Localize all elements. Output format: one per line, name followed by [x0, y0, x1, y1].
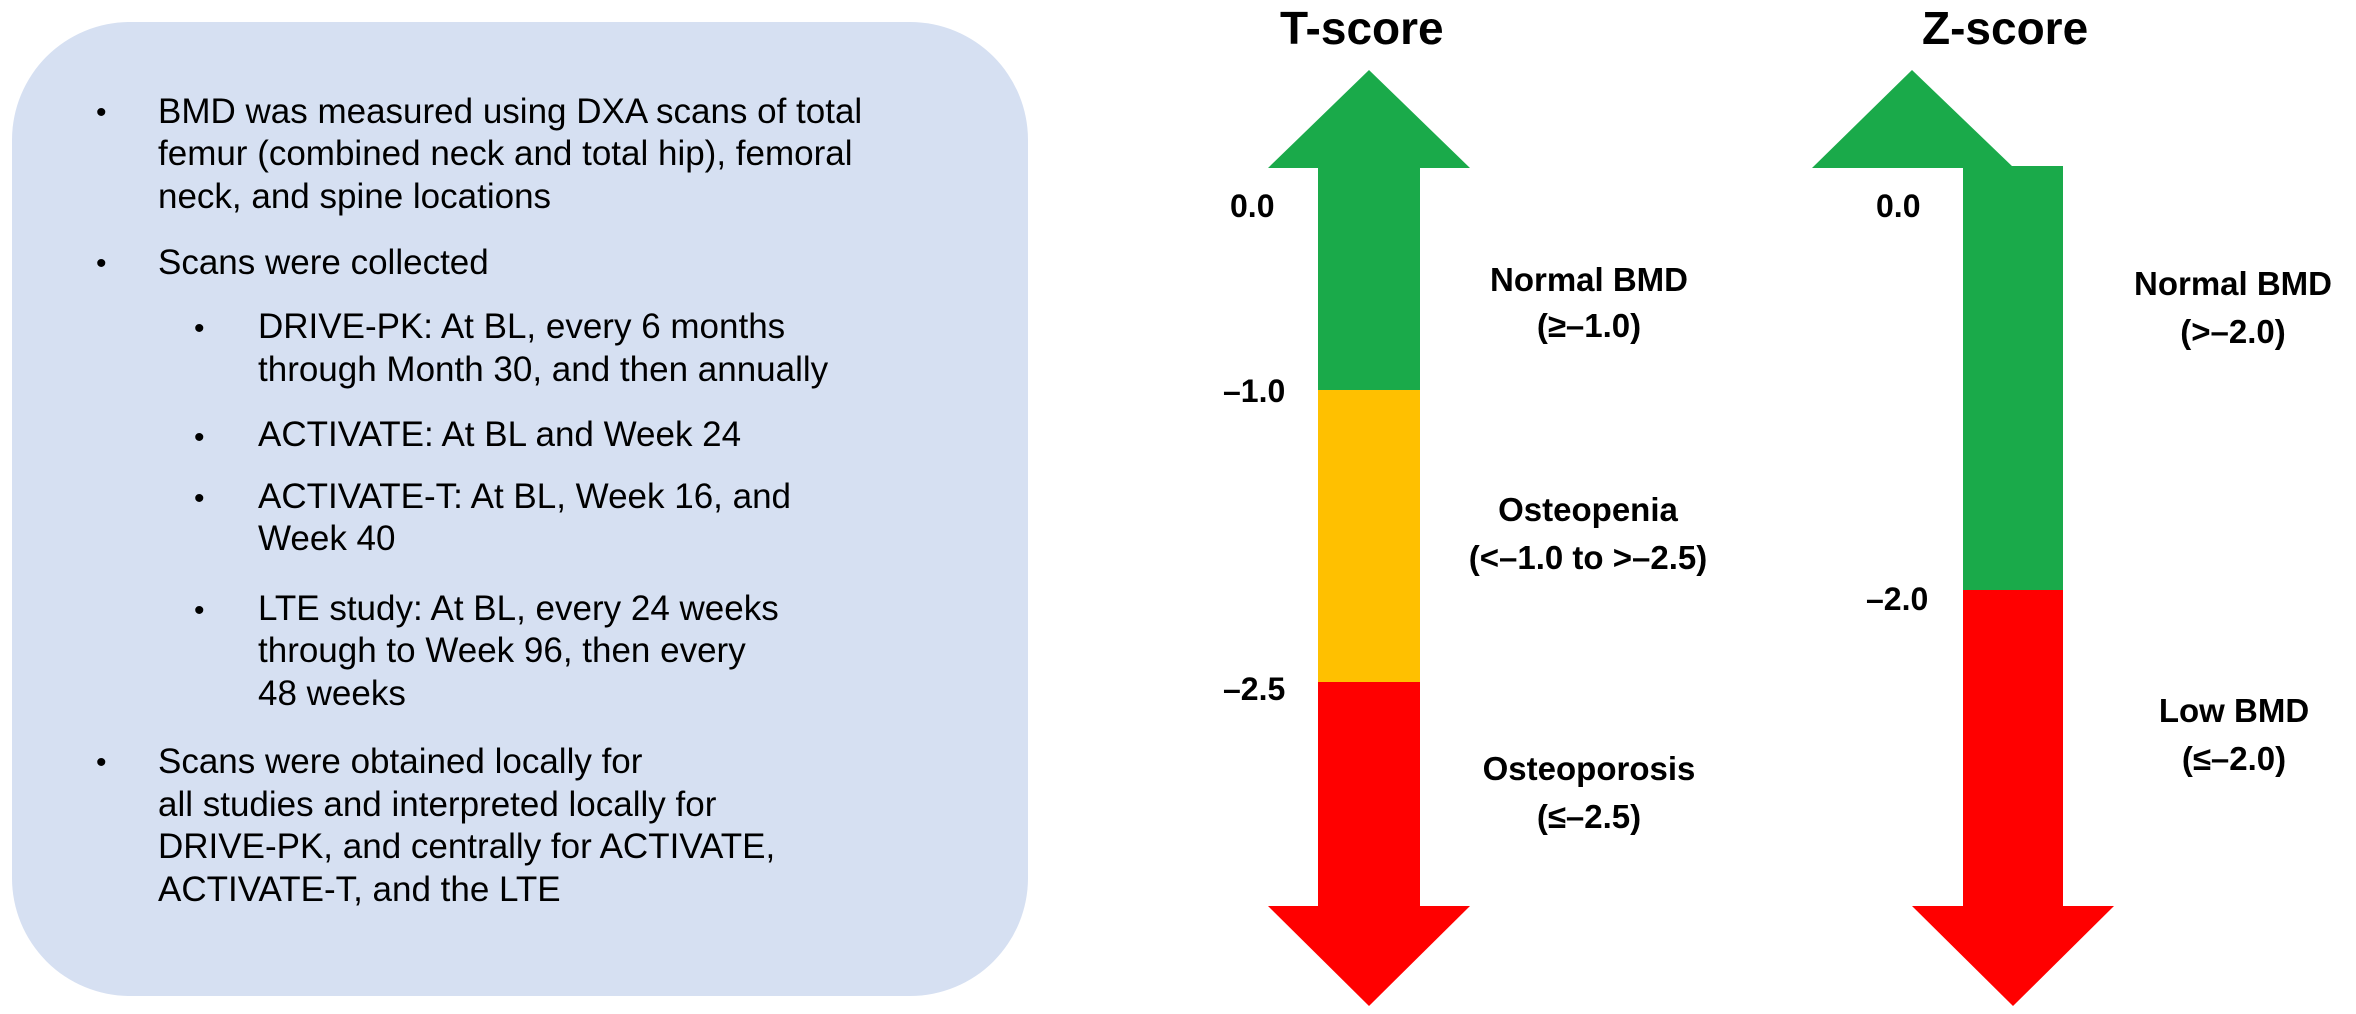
sub-bullet-activate-t-line-2: Week 40 [258, 519, 396, 558]
z-score-arrow [1812, 70, 2114, 1006]
t-score-osteopenia-segment [1318, 390, 1420, 682]
z-score-normal-segment [1963, 166, 2063, 590]
bullet-dot: • [96, 746, 107, 779]
sub-bullet-lte-line-3: 48 weeks [258, 674, 406, 713]
t-score-up-arrowhead [1268, 70, 1470, 168]
t-score-title: T-score [1280, 2, 1444, 54]
t-score-tick-0: 0.0 [1230, 188, 1275, 224]
bullet-1-line-1: BMD was measured using DXA scans of tota… [158, 92, 863, 131]
sub-bullet-dot: • [194, 421, 205, 454]
t-score-osteoporosis-range: (≤–2.5) [1536, 798, 1642, 835]
sub-bullet-drive-pk-line-1: DRIVE-PK: At BL, every 6 months [258, 307, 786, 346]
bullet-dot: • [96, 247, 107, 280]
t-score-tick-minus-2-5: –2.5 [1223, 671, 1286, 707]
z-score-title: Z-score [1922, 2, 2089, 54]
z-score-down-arrowhead [1912, 906, 2114, 1006]
z-score-normal-label: Normal BMD [2133, 265, 2333, 302]
bullet-2-line-1: Scans were collected [158, 243, 489, 282]
sub-bullet-activate-t-line-1: ACTIVATE-T: At BL, Week 16, and [258, 477, 791, 516]
t-score-down-arrowhead [1268, 906, 1470, 1006]
z-score-normal-range: (>–2.0) [2180, 313, 2286, 350]
t-score-normal-range: (≥–1.0) [1536, 307, 1642, 344]
bullet-dot: • [96, 96, 107, 129]
sub-bullet-drive-pk-line-2: through Month 30, and then annually [258, 350, 829, 389]
sub-bullet-lte-line-1: LTE study: At BL, every 24 weeks [258, 589, 779, 628]
t-score-normal-label: Normal BMD [1489, 261, 1689, 298]
info-panel [12, 22, 1028, 996]
z-score-low-label: Low BMD [2158, 692, 2310, 729]
t-score-arrow [1268, 70, 1470, 1006]
t-score-osteoporosis-label: Osteoporosis [1482, 750, 1696, 787]
sub-bullet-dot: • [194, 482, 205, 515]
z-score-low-segment [1963, 590, 2063, 908]
sub-bullet-dot: • [194, 312, 205, 345]
z-score-tick-0: 0.0 [1876, 188, 1921, 224]
bullet-3-line-3: DRIVE-PK, and centrally for ACTIVATE, [158, 827, 776, 866]
t-score-osteoporosis-segment [1318, 682, 1420, 908]
z-score-low-range: (≤–2.0) [2181, 740, 2287, 777]
sub-bullet-lte-line-2: through to Week 96, then every [258, 631, 746, 670]
t-score-tick-minus-1: –1.0 [1223, 373, 1286, 409]
t-score-osteopenia-range: (<–1.0 to >–2.5) [1468, 539, 1708, 576]
sub-bullet-activate-line-1: ACTIVATE: At BL and Week 24 [258, 415, 742, 454]
sub-bullet-dot: • [194, 594, 205, 627]
bullet-1-line-2: femur (combined neck and total hip), fem… [158, 134, 853, 173]
bullet-1-line-3: neck, and spine locations [158, 177, 552, 216]
t-score-osteopenia-label: Osteopenia [1498, 491, 1678, 528]
z-score-up-arrowhead [1812, 70, 2014, 168]
bullet-3-line-2: all studies and interpreted locally for [158, 785, 717, 824]
t-score-normal-segment [1318, 166, 1420, 390]
z-score-tick-minus-2: –2.0 [1866, 581, 1929, 617]
bullet-3-line-1: Scans were obtained locally for [158, 742, 643, 781]
bullet-3-line-4: ACTIVATE-T, and the LTE [158, 870, 561, 909]
